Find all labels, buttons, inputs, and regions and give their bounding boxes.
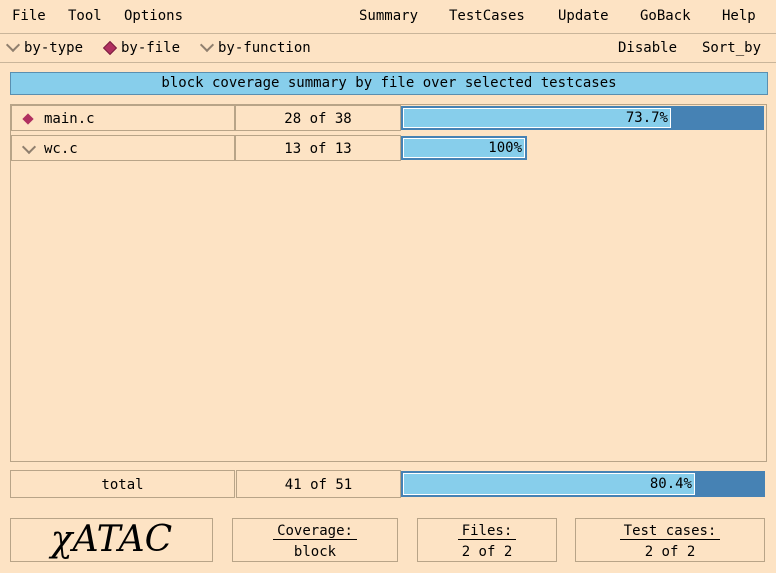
coverage-bar-fill: 73.7% <box>403 108 671 128</box>
total-coverage-bar-fill: 80.4% <box>403 473 695 495</box>
menu-goback[interactable]: GoBack <box>640 8 691 24</box>
menu-summary[interactable]: Summary <box>359 8 419 24</box>
menu-update[interactable]: Update <box>558 8 609 24</box>
coverage-bar-track: 73.7% <box>401 106 764 130</box>
block-count: 13 of 13 <box>235 135 401 161</box>
menu-tool[interactable]: Tool <box>68 8 102 24</box>
file-row-main-c[interactable]: main.c <box>11 105 235 131</box>
logo: χATAC <box>50 519 173 560</box>
testcases-label: Test cases: <box>619 523 721 540</box>
menu-testcases[interactable]: TestCases <box>449 8 525 24</box>
files-panel[interactable]: Files: 2 of 2 <box>417 518 557 562</box>
radio-label: by-type <box>24 40 84 56</box>
testcases-value: 2 of 2 <box>644 544 696 560</box>
coverage-bar-track: 100% <box>401 136 527 160</box>
logo-panel: χATAC <box>10 518 213 562</box>
sort-by-button[interactable]: Sort_by <box>702 40 762 56</box>
divider <box>0 62 776 63</box>
file-name: wc.c <box>44 141 78 157</box>
radio-label: by-function <box>218 40 311 56</box>
file-name: main.c <box>44 111 95 127</box>
radio-by-function[interactable]: by-function <box>199 37 311 56</box>
radio-selected-icon <box>102 40 118 56</box>
file-coverage-list[interactable] <box>10 104 767 462</box>
divider <box>0 33 776 34</box>
unselected-marker-icon <box>21 139 37 155</box>
testcases-panel[interactable]: Test cases: 2 of 2 <box>575 518 765 562</box>
disable-button[interactable]: Disable <box>618 40 678 56</box>
radio-unselected-icon <box>5 37 21 53</box>
radio-by-type[interactable]: by-type <box>5 37 84 56</box>
coverage-value: block <box>293 544 337 560</box>
total-label: total <box>10 470 235 498</box>
coverage-label: Coverage: <box>273 523 357 540</box>
selected-marker-icon <box>22 113 34 125</box>
menu-help[interactable]: Help <box>722 8 756 24</box>
radio-by-file[interactable]: by-file <box>102 40 181 56</box>
radio-unselected-icon <box>199 37 215 53</box>
total-coverage-bar-track: 80.4% <box>401 471 765 497</box>
block-count: 28 of 38 <box>235 105 401 131</box>
menu-options[interactable]: Options <box>124 8 184 24</box>
files-value: 2 of 2 <box>461 544 513 560</box>
menu-file[interactable]: File <box>12 8 46 24</box>
total-count: 41 of 51 <box>236 470 401 498</box>
coverage-bar-fill: 100% <box>403 138 525 158</box>
file-row-wc-c[interactable]: wc.c <box>11 135 235 161</box>
files-label: Files: <box>457 523 517 540</box>
radio-label: by-file <box>121 40 181 56</box>
summary-banner: block coverage summary by file over sele… <box>10 72 768 95</box>
coverage-panel[interactable]: Coverage: block <box>232 518 398 562</box>
